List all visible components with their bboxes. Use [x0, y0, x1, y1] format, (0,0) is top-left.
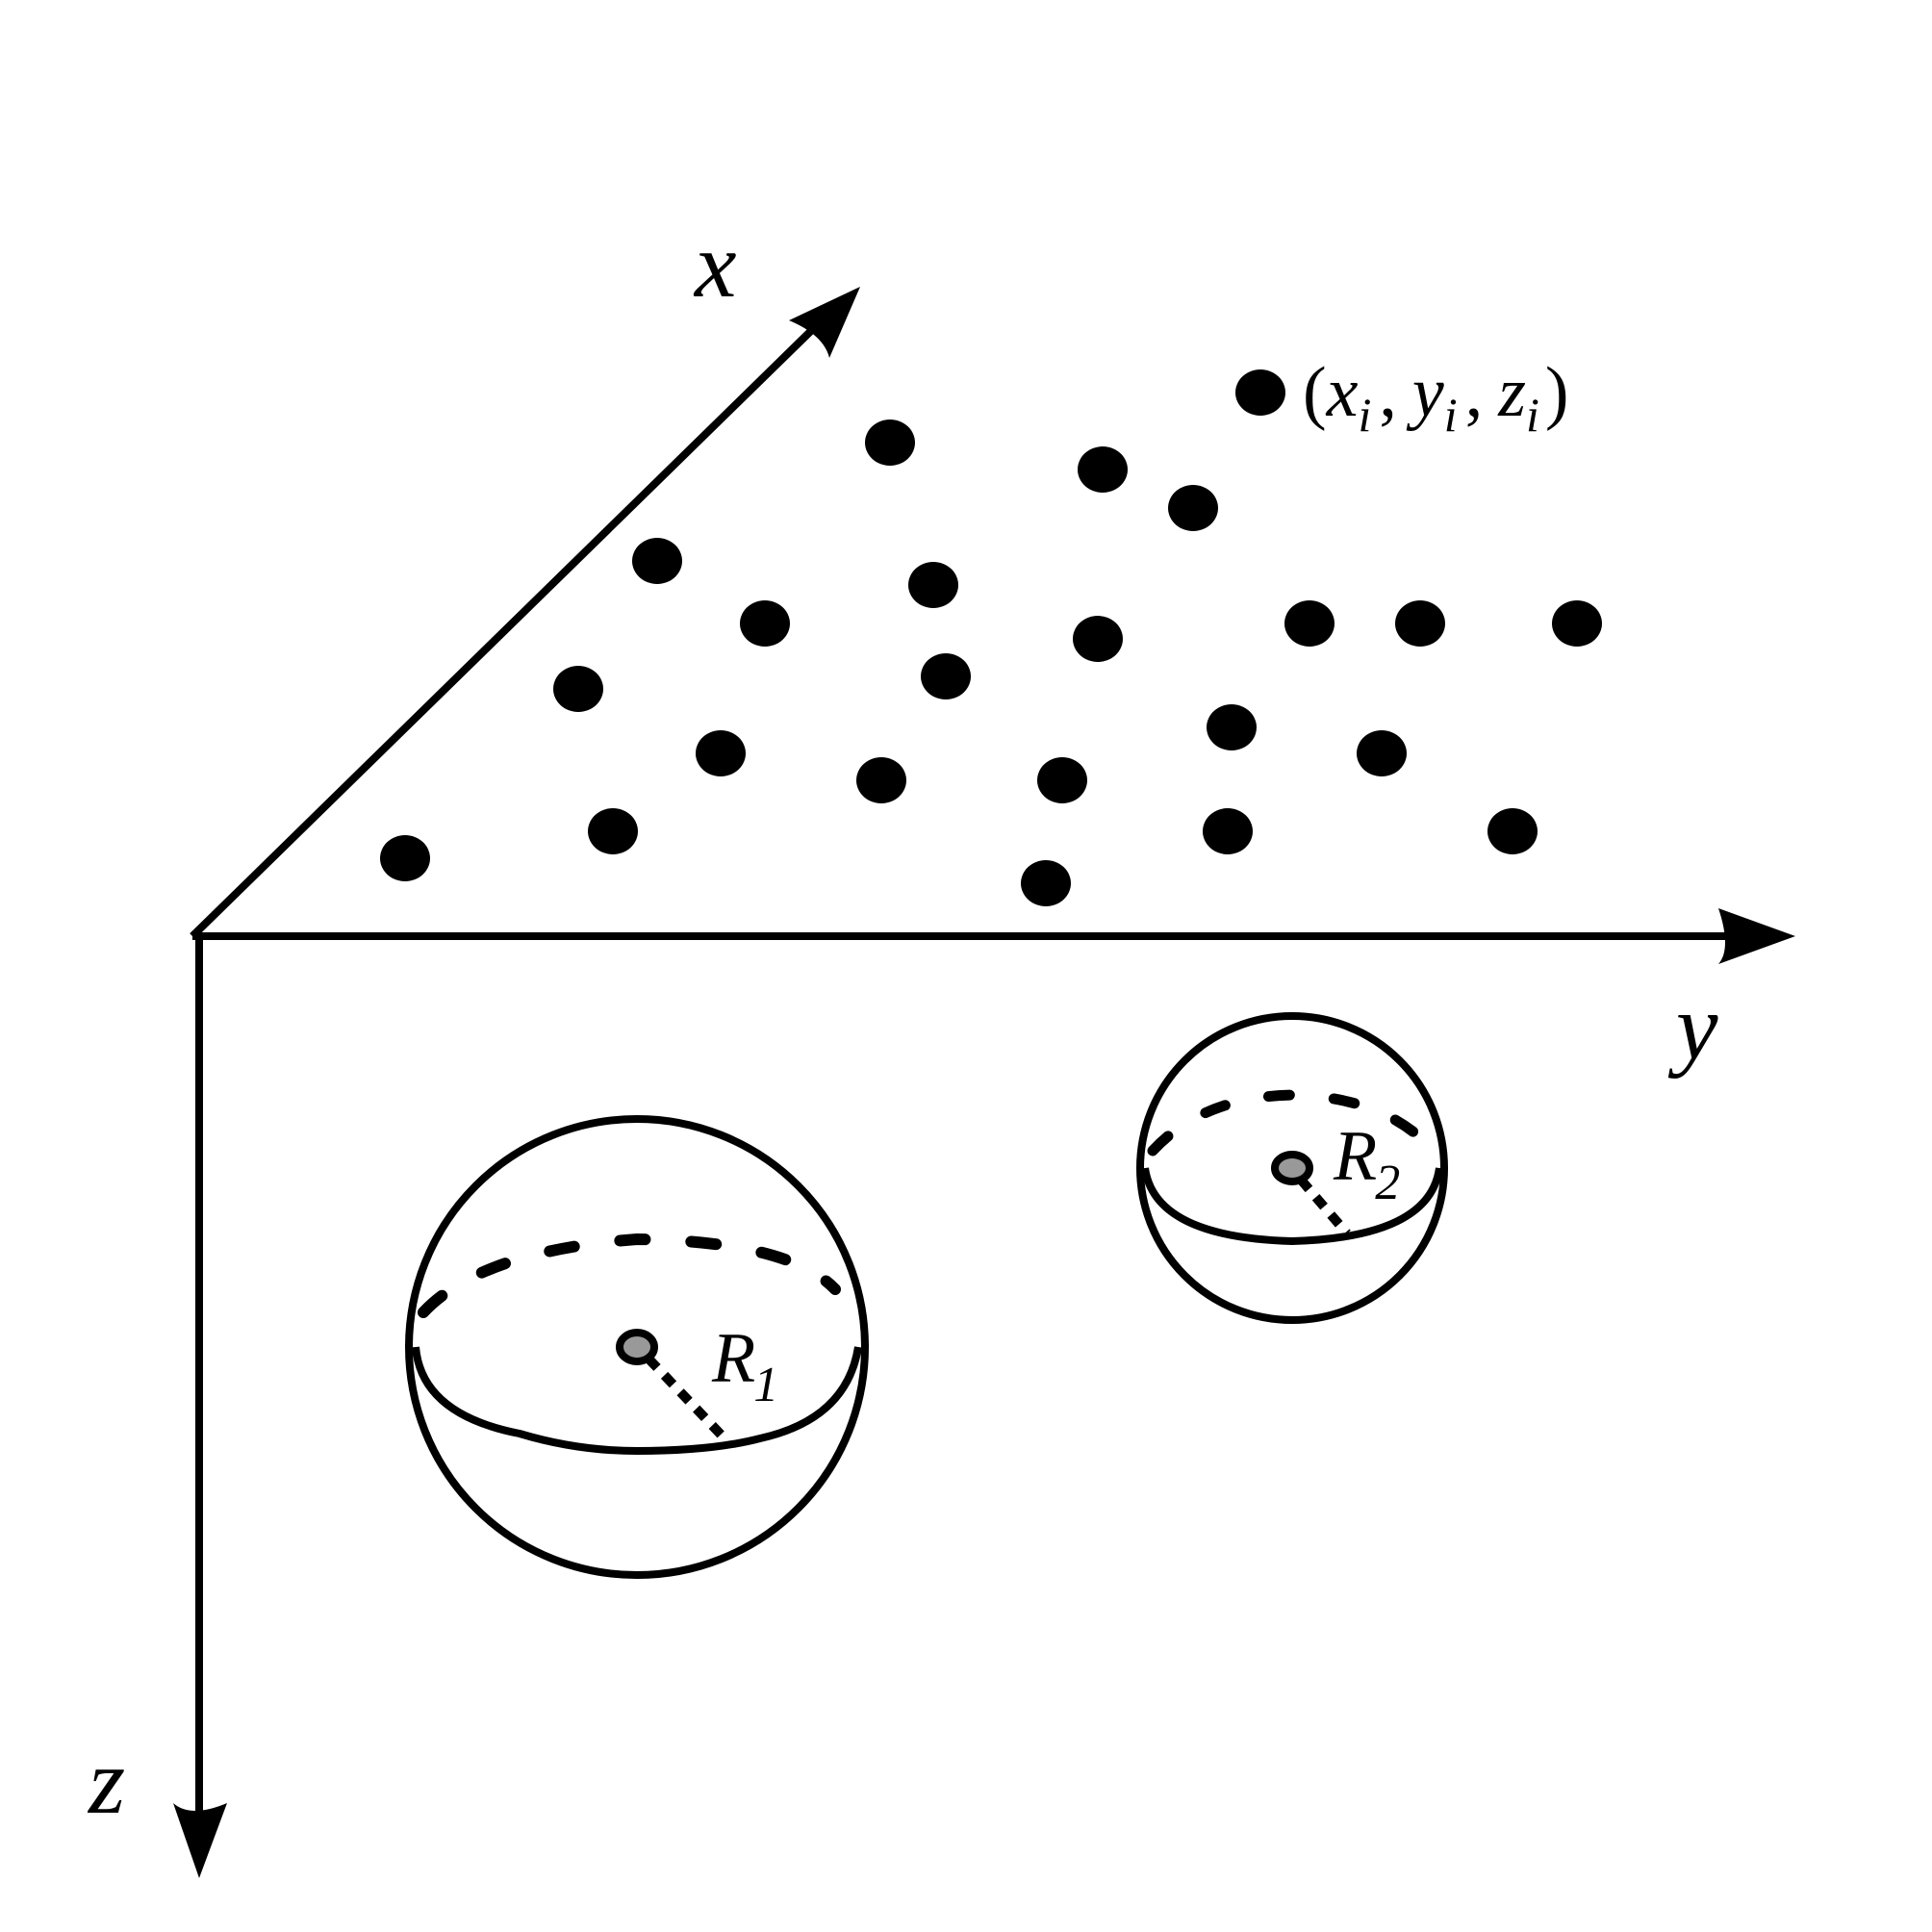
- x-axis: [190, 319, 823, 939]
- sphere-1-center: [616, 1329, 658, 1365]
- data-point: [1203, 808, 1253, 854]
- sphere-2-center: [1271, 1151, 1313, 1185]
- open-paren: (: [1303, 353, 1327, 432]
- point-coordinate-label: (xi, yi, zi): [1303, 353, 1569, 442]
- data-point: [921, 653, 971, 699]
- sphere-1: [405, 1115, 869, 1579]
- y-axis-arrowhead: [1718, 908, 1795, 964]
- sphere-1-equator-front: [412, 1346, 862, 1456]
- x-axis-label: x: [693, 214, 737, 318]
- coord-z-subscript: i: [1526, 388, 1539, 442]
- data-point: [380, 835, 430, 881]
- data-point: [1021, 860, 1071, 906]
- axes: [190, 319, 1732, 1823]
- data-point: [1487, 808, 1538, 854]
- close-paren: ): [1545, 353, 1569, 432]
- sphere-2-radius: [1297, 1176, 1351, 1237]
- coord-z: z: [1497, 353, 1526, 432]
- coord-y: y: [1406, 353, 1444, 432]
- data-point: [1284, 600, 1335, 647]
- data-point: [696, 730, 746, 776]
- data-point: [740, 600, 790, 647]
- data-point: [553, 666, 603, 712]
- data-point: [1395, 600, 1445, 647]
- sphere-1-radius-subscript: 1: [753, 1358, 778, 1412]
- sphere-2-outline: [1136, 1012, 1448, 1324]
- sphere-2-equator-front: [1141, 1167, 1443, 1246]
- data-point: [588, 808, 638, 854]
- z-axis-arrowhead: [173, 1803, 227, 1878]
- data-point: [1037, 757, 1087, 803]
- sphere-2-radius-symbol: R: [1333, 1117, 1377, 1196]
- data-point: [1078, 446, 1128, 493]
- sphere-2-radius-subscript: 2: [1375, 1156, 1400, 1210]
- data-point: [865, 419, 915, 466]
- sphere-1-equator-back: [418, 1233, 841, 1318]
- data-point: [1552, 600, 1602, 647]
- data-point: [908, 562, 958, 608]
- y-axis-label: y: [1667, 976, 1718, 1080]
- data-point: [1207, 704, 1257, 750]
- sphere-2-radius-label: R2: [1333, 1117, 1400, 1210]
- coord-separator-2: ,: [1465, 353, 1484, 432]
- sphere-1-radius: [645, 1355, 730, 1444]
- sphere-1-outline: [405, 1115, 869, 1579]
- sphere-1-radius-symbol: R: [711, 1319, 755, 1398]
- data-point: [1073, 616, 1123, 662]
- data-point: [1357, 730, 1407, 776]
- z-axis-label: z: [87, 1730, 125, 1834]
- coord-y-subscript: i: [1444, 388, 1458, 442]
- x-axis-arrowhead: [789, 287, 860, 358]
- data-point: [1168, 485, 1218, 531]
- sphere-2: [1136, 1012, 1448, 1324]
- sphere-2-equator-back: [1147, 1089, 1439, 1157]
- coord-x: x: [1326, 353, 1359, 432]
- sphere-1-radius-label: R1: [711, 1319, 778, 1412]
- arrowheads: [173, 287, 1795, 1878]
- point-cloud: [380, 369, 1602, 906]
- coord-x-subscript: i: [1359, 388, 1372, 442]
- data-point: [1235, 369, 1285, 416]
- data-point: [632, 538, 682, 584]
- coord-separator-1: ,: [1379, 353, 1397, 432]
- data-point: [856, 757, 906, 803]
